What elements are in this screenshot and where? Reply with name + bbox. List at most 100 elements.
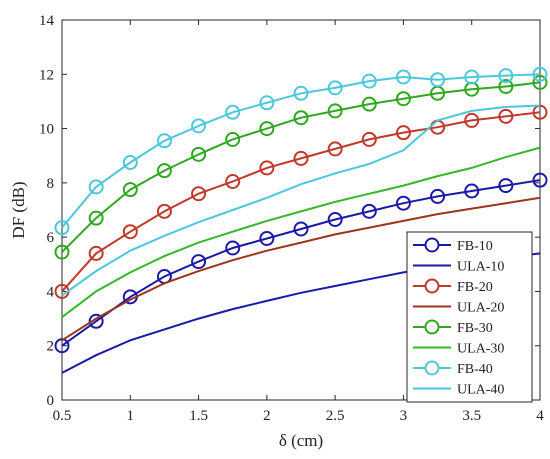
data-point-fb-40 xyxy=(156,133,172,149)
data-point-fb-20 xyxy=(293,150,309,166)
data-point-fb-10 xyxy=(88,313,104,329)
x-tick-label: 1.5 xyxy=(189,408,208,424)
series-line-fb-30 xyxy=(61,81,541,253)
x-tick-label: 3.5 xyxy=(462,408,481,424)
data-point-fb-10 xyxy=(327,212,343,227)
x-tick-label: 2.5 xyxy=(326,408,345,424)
data-point-fb-10 xyxy=(361,203,377,219)
series-line-fb-10 xyxy=(61,179,541,347)
data-point-fb-10 xyxy=(430,188,446,204)
data-point-fb-30 xyxy=(293,110,309,126)
data-point-fb-40 xyxy=(532,66,548,82)
series-line-ula-40 xyxy=(61,104,541,297)
x-tick-label: 1 xyxy=(127,408,135,424)
x-axis-ticks: 0.5 1 1.5 2 2.5 3 3.5 4 xyxy=(53,20,544,424)
series-line-ula-30 xyxy=(61,146,541,318)
data-point-fb-30 xyxy=(259,121,275,137)
plot-box xyxy=(61,19,541,401)
x-axis-label: δ (cm) xyxy=(279,431,323,450)
data-point-fb-20 xyxy=(361,131,377,147)
data-point-fb-20 xyxy=(259,160,275,176)
legend-label-fb-40: FB-40 xyxy=(457,362,493,377)
data-point-fb-20 xyxy=(327,141,343,157)
data-point-fb-20 xyxy=(88,245,104,261)
legend-label-ula-40: ULA-40 xyxy=(457,383,504,398)
series-line-fb-20 xyxy=(61,111,541,293)
series-ula-30 xyxy=(61,146,541,318)
data-point-fb-40 xyxy=(54,220,70,236)
data-point-fb-40 xyxy=(498,68,514,84)
series-fb-30 xyxy=(54,74,548,260)
data-point-fb-10 xyxy=(464,183,480,199)
series-line-fb-40 xyxy=(61,73,541,229)
legend-label-fb-10: FB-10 xyxy=(457,239,493,254)
data-point-fb-30 xyxy=(498,79,514,94)
legend-label-ula-20: ULA-20 xyxy=(457,301,504,316)
data-point-fb-40 xyxy=(122,155,138,170)
data-point-fb-30 xyxy=(225,131,241,147)
y-tick-label: 0 xyxy=(47,393,55,409)
x-tick-label: 0.5 xyxy=(53,408,72,424)
data-point-fb-30 xyxy=(327,103,343,119)
x-tick-label: 4 xyxy=(536,408,544,424)
data-point-fb-40 xyxy=(191,118,207,134)
data-point-fb-30 xyxy=(156,163,172,179)
data-point-fb-30 xyxy=(395,91,411,107)
y-tick-label: 8 xyxy=(47,176,55,192)
data-point-fb-40 xyxy=(259,95,275,111)
data-point-fb-20 xyxy=(395,125,411,141)
data-point-fb-30 xyxy=(532,74,548,90)
data-point-fb-10 xyxy=(293,221,309,237)
data-point-fb-10 xyxy=(532,172,548,188)
data-point-fb-20 xyxy=(156,203,172,219)
y-tick-label: 10 xyxy=(39,122,54,138)
data-point-fb-10 xyxy=(395,195,411,211)
plot-frame xyxy=(61,19,541,401)
series-ula-40 xyxy=(61,104,541,297)
legend-marker-fb-20 xyxy=(424,278,440,294)
legend-label-fb-30: FB-30 xyxy=(457,321,493,336)
data-point-fb-40 xyxy=(293,85,309,101)
series-line-ula-20 xyxy=(61,196,541,342)
series-fb-40 xyxy=(54,66,548,236)
data-point-fb-40 xyxy=(395,69,411,85)
legend-label-fb-20: FB-20 xyxy=(457,280,493,295)
data-point-fb-30 xyxy=(122,182,138,198)
data-point-fb-10 xyxy=(191,254,207,270)
data-point-fb-40 xyxy=(464,69,480,85)
data-point-fb-10 xyxy=(259,231,275,246)
data-point-fb-40 xyxy=(225,104,241,120)
data-point-fb-40 xyxy=(88,179,104,195)
y-tick-label: 6 xyxy=(47,230,55,246)
legend-label-ula-10: ULA-10 xyxy=(457,260,504,275)
y-tick-label: 14 xyxy=(39,13,55,29)
data-point-fb-30 xyxy=(88,210,104,226)
y-tick-label: 12 xyxy=(39,67,54,83)
data-point-fb-20 xyxy=(122,224,138,240)
data-point-fb-10 xyxy=(498,178,514,194)
data-point-fb-10 xyxy=(225,240,241,256)
data-point-fb-30 xyxy=(361,96,377,112)
legend-label-ula-30: ULA-30 xyxy=(457,342,504,357)
series-ula-20 xyxy=(61,196,541,342)
series-layer xyxy=(54,66,548,374)
y-axis-ticks: 0 2 4 6 8 10 12 14 xyxy=(39,13,540,409)
y-tick-label: 2 xyxy=(47,339,55,355)
data-point-fb-40 xyxy=(430,72,446,88)
x-tick-label: 3 xyxy=(400,408,408,424)
data-point-fb-20 xyxy=(498,108,514,124)
data-point-fb-20 xyxy=(464,112,480,128)
y-tick-label: 4 xyxy=(47,284,55,300)
legend: FB-10 ULA-10 FB-20 ULA-20 FB-30 ULA-30 FB-40 UL… xyxy=(406,231,533,403)
legend-marker-fb-30 xyxy=(424,319,440,335)
series-fb-20 xyxy=(54,104,548,299)
legend-marker-fb-40 xyxy=(424,360,440,376)
data-point-fb-30 xyxy=(54,244,70,260)
data-point-fb-30 xyxy=(191,146,207,162)
series-fb-10 xyxy=(54,172,548,354)
data-point-fb-20 xyxy=(191,186,207,202)
data-point-fb-40 xyxy=(361,73,377,89)
x-tick-label: 2 xyxy=(263,408,271,424)
legend-marker-fb-10 xyxy=(424,237,440,253)
